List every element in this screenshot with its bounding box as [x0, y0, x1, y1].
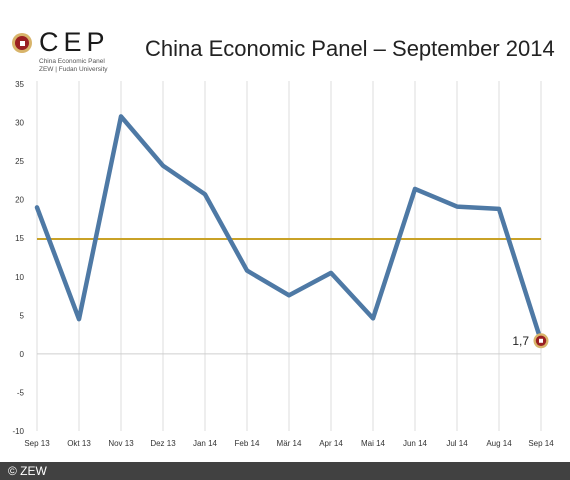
x-tick-label: Mär 14: [277, 439, 302, 448]
x-tick-label: Aug 14: [486, 439, 512, 448]
y-tick-label: -5: [17, 388, 25, 397]
y-tick-label: 5: [20, 311, 25, 320]
copyright-credit: © ZEW: [8, 464, 47, 478]
last-value-marker-center: [539, 338, 543, 343]
cep-logo-line2: ZEW | Fudan University: [39, 66, 108, 73]
x-tick-label: Okt 13: [67, 439, 91, 448]
cep-logo-text: CEP: [39, 27, 110, 57]
x-tick-label: Sep 13: [24, 439, 50, 448]
y-tick-label: 20: [15, 196, 24, 205]
y-tick-label: 25: [15, 157, 24, 166]
cep-logo-line1: China Economic Panel: [39, 58, 105, 65]
cep-logo: CEP China Economic Panel ZEW | Fudan Uni…: [12, 27, 122, 73]
x-tick-label: Sep 14: [528, 439, 554, 448]
x-tick-label: Apr 14: [319, 439, 343, 448]
last-value-label: 1,7: [512, 334, 529, 348]
footer-bar: © ZEW: [0, 462, 570, 480]
y-tick-label: -10: [12, 427, 24, 436]
series-line: [34, 114, 544, 344]
y-tick-label: 0: [20, 350, 25, 359]
y-tick-label: 15: [15, 234, 24, 243]
x-tick-label: Dez 13: [150, 439, 176, 448]
y-tick-label: 10: [15, 273, 24, 282]
x-tick-label: Feb 14: [235, 439, 260, 448]
x-tick-label: Nov 13: [108, 439, 134, 448]
cep-logo-subtitle: China Economic Panel ZEW | Fudan Univers…: [39, 58, 108, 74]
cep-logo-mark-icon: [12, 33, 32, 53]
y-tick-label: 35: [15, 80, 24, 89]
x-tick-label: Jul 14: [446, 439, 468, 448]
x-tick-label: Mai 14: [361, 439, 386, 448]
x-tick-label: Jan 14: [193, 439, 218, 448]
y-tick-label: 30: [15, 119, 24, 128]
chart-title: China Economic Panel – September 2014: [145, 36, 555, 61]
x-tick-label: Jun 14: [403, 439, 428, 448]
